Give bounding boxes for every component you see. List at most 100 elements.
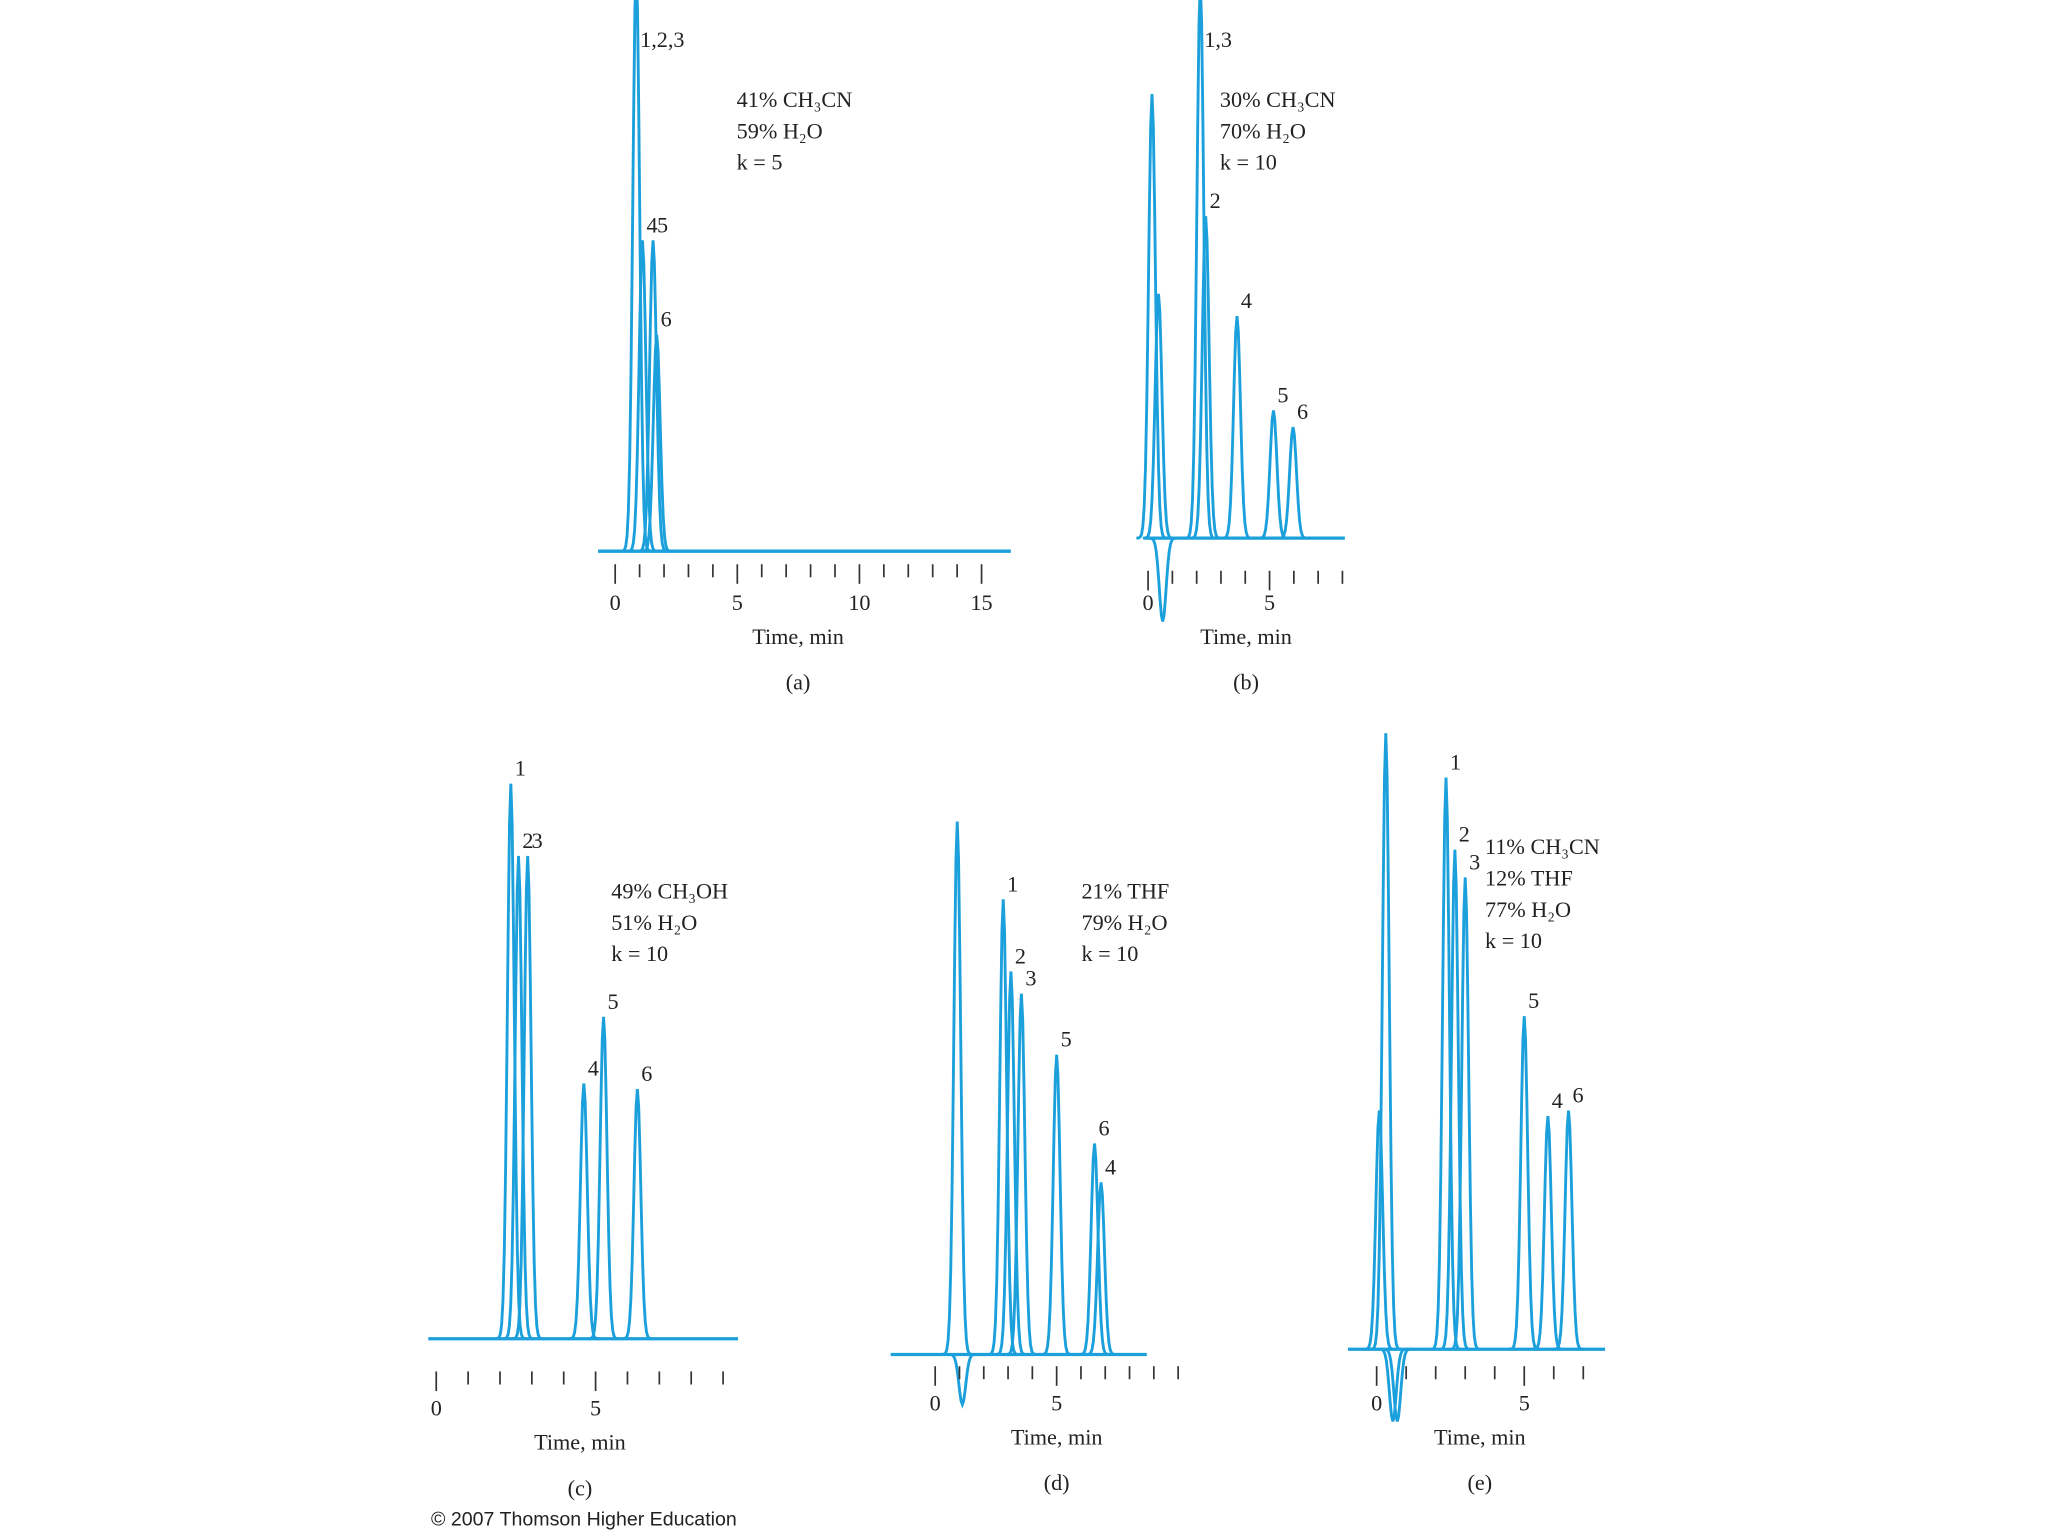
x-axis-label: Time, min	[1011, 1424, 1103, 1449]
annotation: k = 10	[1081, 941, 1138, 966]
peak-label: 3	[532, 828, 543, 853]
peak	[1277, 426, 1309, 540]
peak-label: 4	[1552, 1088, 1563, 1113]
annotation: k = 5	[737, 150, 783, 175]
peak-label: 6	[1572, 1083, 1583, 1108]
x-tick-label: 0	[610, 590, 621, 615]
panel-label: (d)	[1044, 1470, 1070, 1495]
peak	[1430, 777, 1462, 1351]
annotation: 49% CH₃OH	[611, 878, 728, 903]
annotation: 11% CH₃CN	[1485, 834, 1600, 859]
peak-label: 6	[661, 307, 672, 332]
peak	[1508, 1016, 1540, 1351]
peak-label: 3	[1469, 849, 1480, 874]
peak-label: 2	[1459, 822, 1470, 847]
peak	[1005, 993, 1038, 1356]
peak	[502, 855, 535, 1341]
copyright: © 2007 Thomson Higher Education	[431, 1508, 737, 1530]
x-tick-label: 5	[590, 1396, 601, 1421]
peak	[495, 783, 527, 1341]
peak-label: 5	[1277, 382, 1288, 407]
annotation: 21% THF	[1081, 878, 1169, 903]
peak-label: 6	[1098, 1116, 1109, 1141]
peak-label: 1	[1007, 871, 1018, 896]
peak-label: 2	[1210, 188, 1221, 213]
peak	[637, 240, 669, 553]
peak-label: 4	[1241, 288, 1252, 313]
annotation: 77% H₂O	[1485, 897, 1571, 922]
peak	[1142, 293, 1175, 540]
peak-label: 5	[1528, 988, 1539, 1013]
peak	[1078, 1143, 1111, 1356]
x-tick-label: 0	[1143, 590, 1154, 615]
panel-label: (b)	[1233, 670, 1259, 695]
peak-label: 5	[657, 212, 668, 237]
peak-label: 5	[1061, 1027, 1072, 1052]
peak	[626, 240, 659, 553]
peak-label: 4	[646, 212, 657, 237]
peak-label: 1,2,3	[640, 27, 684, 52]
peak	[1532, 1115, 1564, 1351]
annotation: 79% H₂O	[1081, 910, 1167, 935]
peak	[946, 1353, 979, 1409]
peak-label: 4	[1105, 1154, 1116, 1179]
peak-label: 1	[515, 756, 526, 781]
peak	[568, 1083, 600, 1341]
peak-label: 1	[1450, 750, 1461, 775]
panel-label: (e)	[1468, 1470, 1493, 1495]
x-tick-label: 10	[848, 590, 870, 615]
annotation: 12% THF	[1485, 865, 1573, 890]
peak	[1221, 315, 1253, 540]
x-tick-label: 5	[1264, 590, 1275, 615]
peak	[511, 855, 544, 1341]
x-tick-label: 5	[732, 590, 743, 615]
peak	[1369, 733, 1402, 1351]
peak	[1136, 93, 1168, 540]
x-axis-label: Time, min	[1434, 1424, 1526, 1449]
peak-label: 4	[588, 1055, 599, 1080]
annotation: k = 10	[1485, 928, 1542, 953]
x-axis-label: Time, min	[1200, 624, 1292, 649]
peak	[1085, 1182, 1117, 1356]
peak	[1552, 1110, 1585, 1351]
x-axis-label: Time, min	[534, 1430, 626, 1455]
peak-label: 2	[1015, 943, 1026, 968]
peak-label: 5	[607, 989, 618, 1014]
x-tick-label: 0	[1371, 1390, 1382, 1415]
peak	[1257, 410, 1290, 540]
peak	[587, 1016, 620, 1341]
panel-label: (c)	[568, 1475, 593, 1500]
annotation: 51% H₂O	[611, 910, 697, 935]
peak	[1190, 216, 1222, 540]
peak	[941, 821, 974, 1356]
x-tick-label: 5	[1519, 1390, 1530, 1415]
peak	[1439, 849, 1471, 1351]
x-tick-label: 0	[930, 1390, 941, 1415]
peak	[641, 334, 673, 553]
peak-label: 2	[522, 828, 533, 853]
x-tick-label: 5	[1051, 1390, 1062, 1415]
annotation: 30% CH₃CN	[1220, 87, 1336, 112]
peak	[1381, 1347, 1413, 1422]
annotation: 59% H₂O	[737, 118, 823, 143]
peak	[621, 1088, 654, 1341]
peak	[1449, 877, 1481, 1351]
peak-label: 6	[1297, 399, 1308, 424]
peak	[1184, 0, 1217, 540]
x-tick-label: 0	[431, 1396, 442, 1421]
annotation: 70% H₂O	[1220, 118, 1306, 143]
peak	[1147, 536, 1179, 622]
peak	[995, 971, 1027, 1356]
peak	[1040, 1054, 1073, 1356]
peak	[987, 899, 1019, 1356]
annotation: k = 10	[611, 941, 668, 966]
peak-label: 3	[1025, 966, 1036, 991]
annotation: k = 10	[1220, 150, 1277, 175]
peak-label: 6	[641, 1061, 652, 1086]
peak-label: 1,3	[1204, 27, 1232, 52]
x-axis-label: Time, min	[752, 624, 844, 649]
annotation: 41% CH₃CN	[737, 87, 853, 112]
x-tick-label: 15	[970, 590, 992, 615]
